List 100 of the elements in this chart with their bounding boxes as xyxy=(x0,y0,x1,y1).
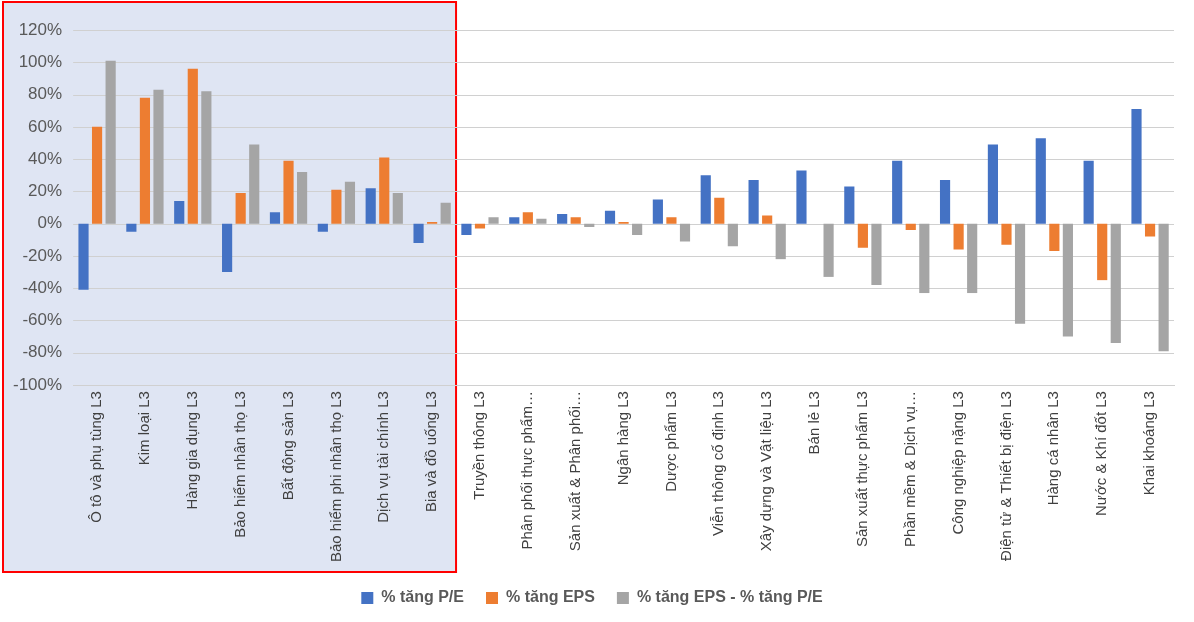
bar xyxy=(1158,223,1169,352)
x-tick-label: Nước & Khí đốt L3 xyxy=(1092,391,1110,516)
bar xyxy=(762,215,773,224)
bar xyxy=(509,217,520,224)
x-tick-label: Phần mềm & Dịch vụ… xyxy=(900,391,918,547)
bar xyxy=(201,91,212,224)
bar xyxy=(666,217,677,224)
bar xyxy=(1110,223,1121,344)
x-tick-label: Bất động sản L3 xyxy=(278,391,296,501)
x-tick-label: Sản xuất thực phẩm L3 xyxy=(853,391,871,548)
bar xyxy=(249,144,260,224)
bar xyxy=(892,160,903,224)
x-tick-label: Phân phối thực phẩm… xyxy=(517,391,535,550)
bar xyxy=(139,97,151,224)
bar xyxy=(967,223,978,294)
bar xyxy=(857,223,868,248)
y-tick-label: 40% xyxy=(28,148,63,168)
bar xyxy=(413,223,424,244)
y-tick-label: -20% xyxy=(22,245,63,265)
bar xyxy=(461,223,472,235)
bar xyxy=(174,201,185,224)
bar xyxy=(714,197,725,224)
y-tick-label: 20% xyxy=(28,181,63,201)
bar xyxy=(1035,138,1046,224)
x-tick-label: Hàng cá nhân L3 xyxy=(1044,391,1062,506)
bar xyxy=(91,126,103,224)
bar xyxy=(775,223,786,260)
y-tick-label: -100% xyxy=(13,374,63,394)
bar xyxy=(297,172,308,224)
x-tick-label: Dược phẩm L3 xyxy=(661,391,679,492)
bar xyxy=(187,68,198,224)
bar xyxy=(1014,223,1026,324)
y-tick-label: 80% xyxy=(28,84,63,104)
x-tick-label: Khai khoáng L3 xyxy=(1140,391,1158,496)
bar xyxy=(1001,223,1012,245)
bar xyxy=(235,193,246,224)
bar xyxy=(748,180,759,224)
bar xyxy=(317,223,328,232)
bar xyxy=(1062,223,1073,337)
bar xyxy=(652,199,663,224)
bar xyxy=(987,144,998,224)
bar xyxy=(78,223,89,290)
bar xyxy=(919,223,930,294)
bar xyxy=(269,212,281,224)
bar xyxy=(727,223,738,247)
bar xyxy=(1097,223,1108,281)
bar xyxy=(1083,160,1094,224)
bar xyxy=(679,223,691,242)
bar xyxy=(939,180,951,224)
bar xyxy=(557,213,568,224)
bar xyxy=(126,223,137,232)
y-tick-label: 100% xyxy=(18,51,63,71)
x-tick-label: Công nghiệp nặng L3 xyxy=(948,391,966,535)
y-tick-label: 120% xyxy=(18,19,63,39)
bar xyxy=(344,181,356,224)
bar xyxy=(283,160,294,224)
bar xyxy=(823,223,834,277)
y-tick-label: -80% xyxy=(22,342,63,362)
bar xyxy=(1131,109,1142,224)
y-tick-label: 60% xyxy=(28,116,63,136)
x-tick-label: Dịch vụ tài chính L3 xyxy=(374,391,392,523)
x-tick-label: Bảo hiểm nhân thọ L3 xyxy=(230,391,248,538)
x-tick-label: Viễn thông cố định L3 xyxy=(709,391,727,536)
bar xyxy=(570,217,581,224)
y-tick-label: 0% xyxy=(37,213,63,233)
bar xyxy=(365,188,376,224)
bar xyxy=(584,223,595,227)
bar xyxy=(440,202,451,224)
x-tick-label: Bán lẻ L3 xyxy=(805,391,823,455)
bar xyxy=(1144,223,1156,237)
bar xyxy=(222,223,233,273)
y-tick-label: -40% xyxy=(22,277,63,297)
bar xyxy=(905,223,916,231)
x-tick-label: Truyền thông L3 xyxy=(470,391,488,500)
bar xyxy=(379,157,390,224)
x-tick-label: Sản xuất & Phân phối… xyxy=(565,391,583,552)
bar xyxy=(331,189,342,224)
bar xyxy=(604,210,616,224)
bar xyxy=(105,60,116,224)
bar xyxy=(153,89,164,224)
bar xyxy=(844,186,855,224)
bar xyxy=(871,223,882,285)
legend-label: % tăng EPS - % tăng P/E xyxy=(636,588,824,606)
x-tick-label: Hàng gia dụng L3 xyxy=(182,391,200,510)
bar xyxy=(953,223,964,250)
bar xyxy=(1049,223,1060,252)
bar xyxy=(700,175,711,224)
bar xyxy=(632,223,643,235)
x-tick-label: Ngân hàng L3 xyxy=(613,391,631,486)
x-tick-label: Ô tô và phụ tùng L3 xyxy=(87,391,105,523)
bar xyxy=(488,217,499,224)
legend-label: % tăng P/E xyxy=(381,588,465,606)
x-tick-label: Bảo hiểm phi nhân thọ L3 xyxy=(326,391,344,563)
x-tick-label: Xây dựng và Vật liệu L3 xyxy=(757,391,775,552)
bar xyxy=(522,212,533,224)
x-tick-label: Kim loại L3 xyxy=(135,391,153,466)
x-tick-label: Điện tử & Thiết bị điện L3 xyxy=(996,391,1014,561)
y-tick-label: -60% xyxy=(22,310,63,330)
bar xyxy=(392,193,403,224)
bar xyxy=(536,218,547,224)
